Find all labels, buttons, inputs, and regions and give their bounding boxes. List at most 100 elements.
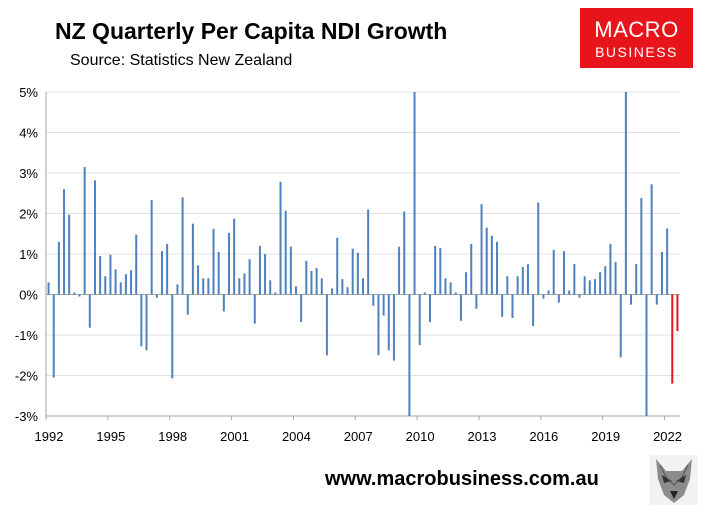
bar [212, 228, 215, 295]
bar [119, 282, 122, 295]
bar [382, 294, 385, 316]
bar [593, 279, 596, 295]
bar [583, 276, 586, 295]
wolf-head-icon [650, 455, 698, 505]
brand-logo: MACRO BUSINESS [580, 8, 693, 68]
bar [604, 266, 607, 295]
y-tick-label: -1% [15, 328, 39, 343]
bar [104, 276, 107, 295]
bar [362, 278, 364, 295]
x-tick-label: 1998 [158, 429, 187, 444]
bar [619, 294, 622, 358]
bar [217, 251, 220, 295]
bar [300, 294, 303, 323]
bar [269, 280, 272, 295]
y-tick-label: -3% [15, 409, 39, 424]
bar [227, 232, 230, 295]
x-tick-label: 2001 [220, 429, 249, 444]
bar [351, 248, 354, 295]
website-url: www.macrobusiness.com.au [325, 468, 599, 490]
bar [197, 265, 200, 295]
x-tick-label: 1992 [35, 429, 64, 444]
y-tick-label: 2% [19, 207, 38, 222]
bar [387, 294, 390, 351]
x-tick-label: 2022 [653, 429, 682, 444]
bar [320, 278, 323, 295]
bar [356, 252, 359, 295]
bar [63, 189, 66, 295]
x-tick-label: 2010 [406, 429, 435, 444]
bar [413, 92, 416, 295]
bar [325, 294, 328, 356]
bar [331, 288, 334, 295]
bar [367, 209, 370, 295]
bar [93, 180, 96, 295]
y-tick-label: 3% [19, 166, 38, 181]
bar [140, 294, 143, 347]
chart-subtitle: Source: Statistics New Zealand [70, 52, 293, 69]
bar [73, 292, 76, 295]
bar [660, 251, 663, 295]
bar [207, 278, 210, 295]
y-tick-label: -2% [15, 369, 39, 384]
bar [191, 223, 194, 295]
x-tick-label: 2007 [344, 429, 373, 444]
bar [346, 287, 349, 295]
bar [526, 264, 529, 295]
bar [166, 243, 169, 295]
bar [114, 269, 117, 295]
bar [547, 290, 550, 295]
bar [258, 245, 261, 295]
bar [289, 246, 292, 295]
bar [233, 218, 236, 295]
bar [109, 254, 112, 295]
bar [248, 259, 251, 295]
bar [47, 282, 50, 295]
bar [655, 294, 658, 305]
y-tick-label: 0% [19, 288, 38, 303]
bar [222, 294, 225, 312]
bar [423, 292, 426, 295]
bar [341, 279, 344, 295]
bar [434, 245, 437, 295]
bar [501, 294, 504, 317]
bar [99, 256, 102, 295]
bar [130, 270, 133, 295]
bar [635, 264, 638, 295]
bar [418, 294, 421, 346]
bar [609, 243, 612, 295]
bar [284, 210, 287, 295]
bar [264, 254, 267, 295]
bar [557, 294, 560, 303]
bar [155, 294, 158, 298]
bar [336, 237, 339, 295]
bar [377, 294, 380, 356]
bar [676, 294, 679, 331]
bar [444, 278, 447, 295]
bar [57, 241, 60, 295]
bar [496, 241, 499, 295]
bar [552, 249, 555, 295]
bar [614, 262, 617, 295]
bar [599, 272, 602, 295]
bar [563, 251, 566, 295]
x-tick-label: 2016 [529, 429, 558, 444]
bar [537, 202, 540, 295]
bar [52, 294, 55, 378]
bar [403, 211, 406, 295]
bar [88, 294, 91, 328]
bar [516, 276, 519, 295]
bar [315, 268, 318, 295]
bar [186, 294, 189, 315]
bar [588, 280, 591, 295]
y-tick-label: 1% [19, 247, 38, 262]
bar [253, 294, 256, 324]
bar [542, 294, 545, 299]
bar [274, 292, 277, 295]
bar [470, 243, 473, 295]
bar [398, 246, 401, 295]
x-tick-label: 2019 [591, 429, 620, 444]
bar [243, 273, 246, 295]
x-tick-label: 2004 [282, 429, 311, 444]
